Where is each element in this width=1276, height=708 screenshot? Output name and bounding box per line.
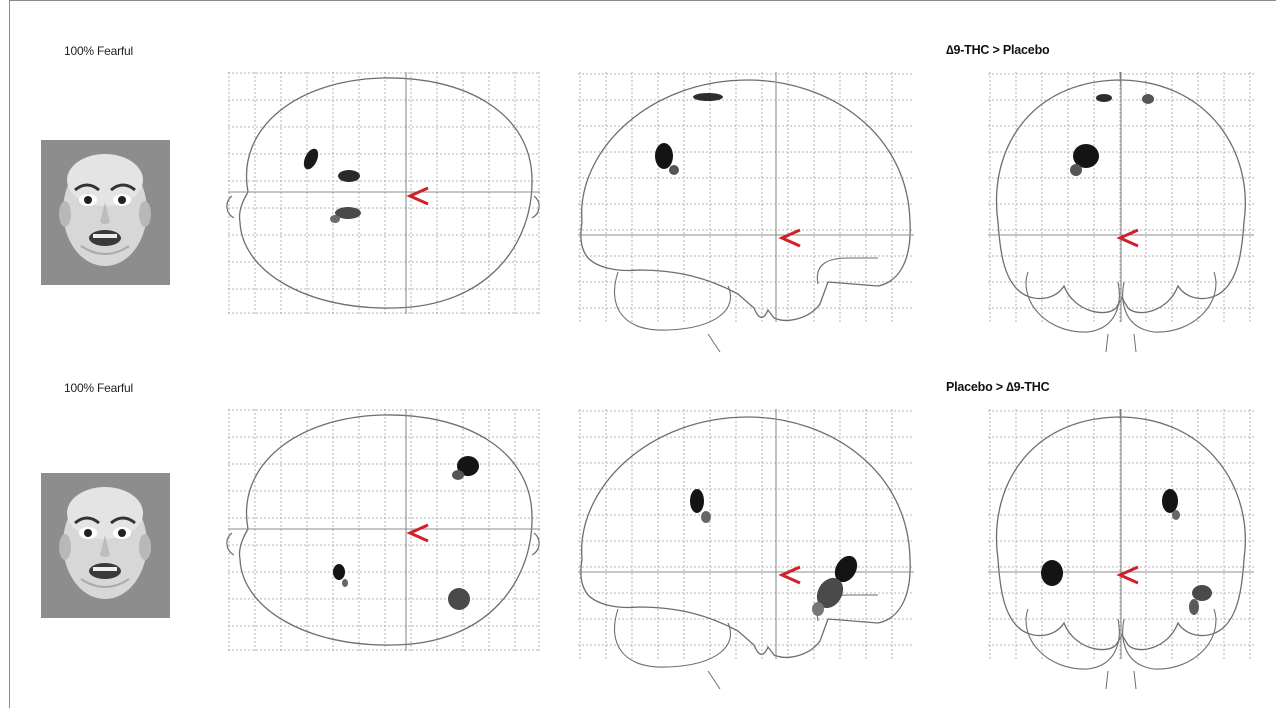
axial-glass-brain <box>228 409 540 651</box>
red-chevron-left-icon <box>1120 230 1138 246</box>
stimulus-label: 100% Fearful <box>64 381 133 395</box>
red-chevron-left-icon <box>410 188 428 204</box>
fearful-face-image <box>41 473 170 618</box>
contrast-title: ∆9-THC > Placebo <box>946 43 1049 57</box>
red-chevron-left-icon <box>1120 567 1138 583</box>
red-chevron-left-icon <box>782 230 800 246</box>
sagittal-glass-brain <box>578 409 914 691</box>
fearful-face-image <box>41 140 170 285</box>
coronal-glass-brain <box>988 409 1254 689</box>
contrast-title: Placebo > ∆9-THC <box>946 380 1049 394</box>
row-placebo-gt-thc: 100% Fearful Placebo > ∆9-THC <box>0 337 1276 667</box>
red-chevron-left-icon <box>782 567 800 583</box>
axial-glass-brain <box>228 72 540 314</box>
coronal-glass-brain <box>988 72 1254 352</box>
sagittal-glass-brain <box>578 72 914 354</box>
stimulus-label: 100% Fearful <box>64 44 133 58</box>
red-chevron-left-icon <box>410 525 428 541</box>
row-thc-gt-placebo: 100% Fearful ∆9-THC > Placebo <box>0 0 1276 330</box>
